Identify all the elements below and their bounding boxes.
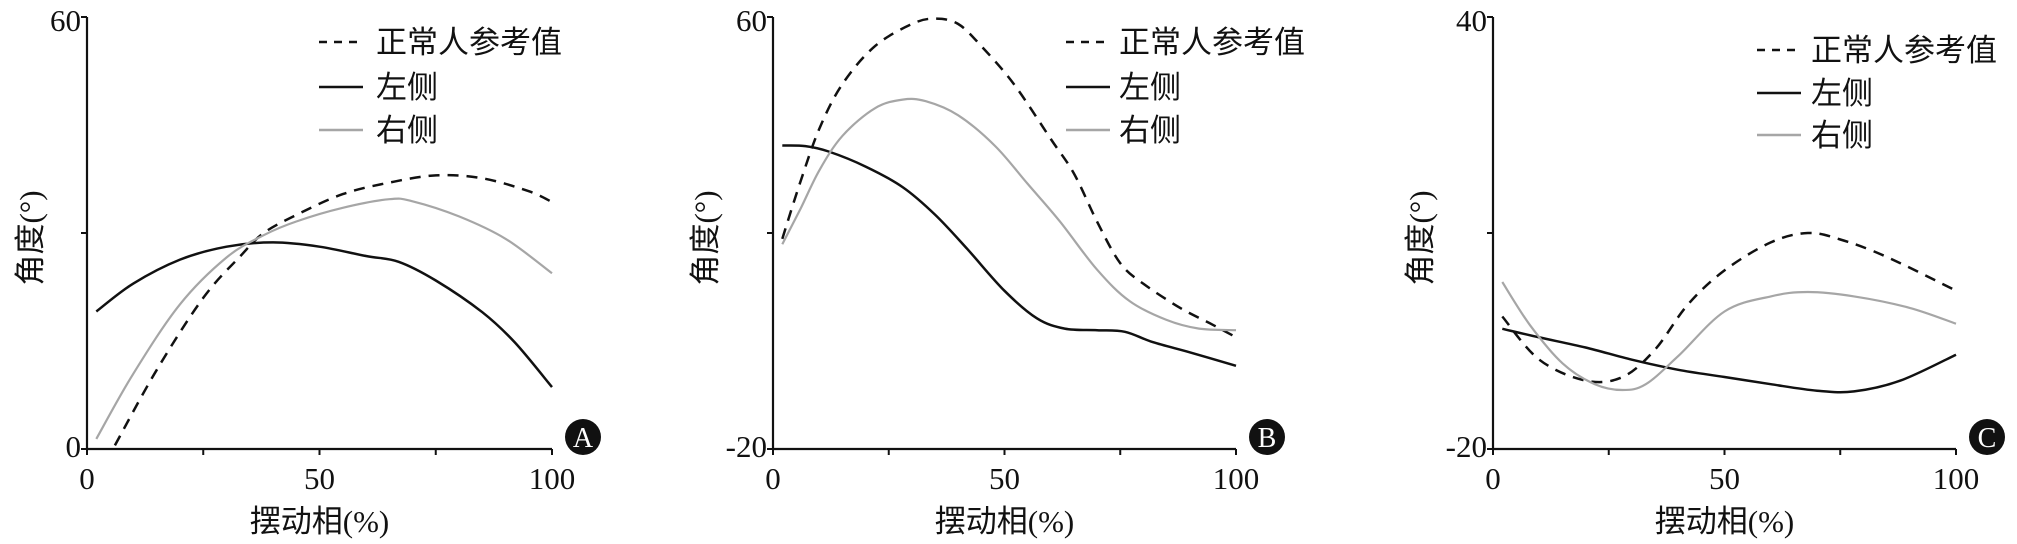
y-tick-label: 40 [1456,3,1487,38]
legend-label: 右侧 [1811,118,1873,153]
legend-label: 正常人参考值 [1119,25,1305,60]
y-tick-label: 60 [50,3,81,38]
panel-badge-label: B [1258,423,1277,454]
y-axis-label: 角度(°) [1403,190,1438,285]
x-tick-label: 0 [1485,461,1501,496]
y-tick-label: 0 [66,429,82,464]
x-axis-label: 摆动相(%) [1655,504,1794,539]
legend-label: 左侧 [1119,70,1181,105]
series-line-reference [781,17,1237,339]
legend-label: 正常人参考值 [376,25,562,60]
legend-label: 右侧 [376,113,438,148]
x-tick-label: 100 [1933,461,1980,496]
panel-badge [1969,419,2005,455]
panel-badge-label: C [1978,423,1997,454]
series-line-left [95,241,553,388]
series-line-right [1501,281,1957,392]
series-line-reference [113,173,553,447]
y-tick-label: 60 [736,3,767,38]
series-line-right [781,97,1237,332]
series-line-reference [1501,231,1957,384]
y-tick-label: -20 [1446,429,1487,464]
x-tick-label: 0 [765,461,781,496]
panel-badge [1249,419,1285,455]
x-tick-label: 50 [1709,461,1740,496]
legend-label: 右侧 [1119,113,1181,148]
series-line-left [782,144,1237,368]
legend-label: 左侧 [376,70,438,105]
y-axis-label: 角度(°) [13,190,48,285]
series-line-left [1502,327,1957,394]
x-tick-label: 100 [529,461,576,496]
panel-badge-label: A [573,423,594,454]
y-tick-label: -20 [726,429,767,464]
x-axis-label: 摆动相(%) [250,504,389,539]
series-line-right [95,197,553,440]
x-tick-label: 100 [1213,461,1260,496]
x-tick-label: 50 [304,461,335,496]
legend-label: 左侧 [1811,76,1873,111]
y-axis-label: 角度(°) [688,190,723,285]
legend-label: 正常人参考值 [1811,33,1997,68]
x-axis-label: 摆动相(%) [935,504,1074,539]
x-tick-label: 50 [989,461,1020,496]
panel-badge [565,419,601,455]
x-tick-label: 0 [79,461,95,496]
